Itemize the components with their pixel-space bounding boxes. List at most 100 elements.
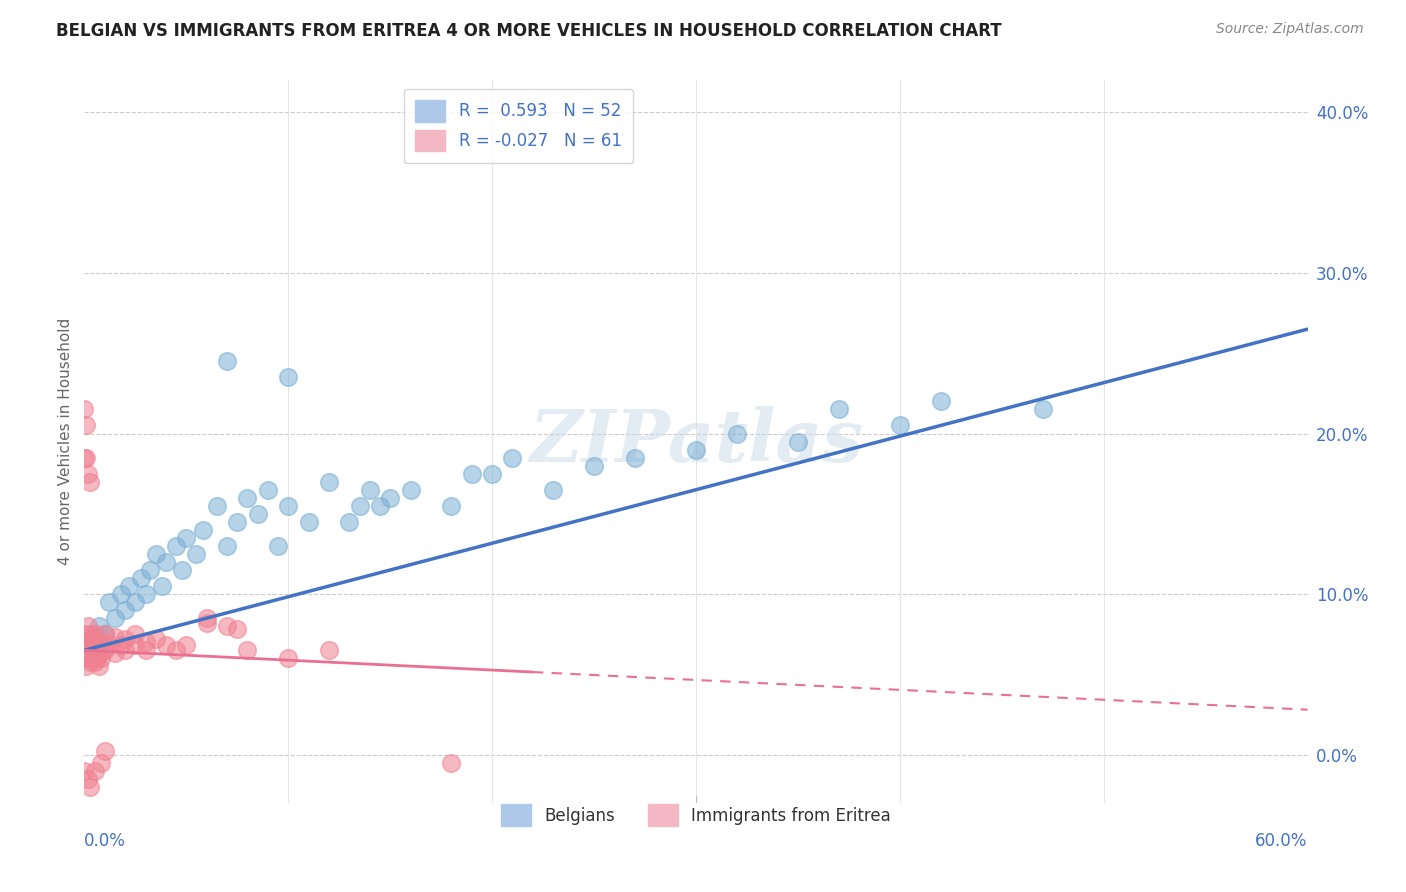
- Point: [114, 603, 136, 617]
- Text: 60.0%: 60.0%: [1256, 831, 1308, 850]
- Point: [298, 515, 321, 529]
- Point: [725, 426, 748, 441]
- Point: [75, 659, 97, 673]
- Point: [86, 635, 108, 649]
- Point: [97, 639, 120, 653]
- Point: [174, 639, 197, 653]
- Point: [114, 643, 136, 657]
- Point: [86, 651, 108, 665]
- Point: [79, 627, 101, 641]
- Point: [114, 632, 136, 646]
- Point: [277, 370, 299, 384]
- Point: [93, 627, 115, 641]
- Point: [93, 627, 115, 641]
- Point: [135, 587, 157, 601]
- Point: [583, 458, 606, 473]
- Point: [79, 780, 101, 794]
- Point: [246, 507, 269, 521]
- Point: [155, 555, 177, 569]
- Point: [77, 635, 100, 649]
- Point: [236, 491, 259, 505]
- Point: [73, 651, 96, 665]
- Point: [77, 467, 100, 481]
- Text: BELGIAN VS IMMIGRANTS FROM ERITREA 4 OR MORE VEHICLES IN HOUSEHOLD CORRELATION C: BELGIAN VS IMMIGRANTS FROM ERITREA 4 OR …: [56, 22, 1002, 40]
- Point: [83, 764, 105, 778]
- Point: [83, 639, 105, 653]
- Point: [236, 643, 259, 657]
- Text: ZIPatlas: ZIPatlas: [529, 406, 863, 477]
- Text: Source: ZipAtlas.com: Source: ZipAtlas.com: [1216, 22, 1364, 37]
- Point: [79, 475, 101, 489]
- Point: [110, 587, 132, 601]
- Point: [73, 402, 96, 417]
- Point: [889, 418, 911, 433]
- Point: [83, 655, 105, 669]
- Point: [191, 523, 214, 537]
- Point: [205, 499, 228, 513]
- Point: [440, 756, 463, 770]
- Point: [481, 467, 503, 481]
- Point: [91, 643, 114, 657]
- Point: [90, 756, 112, 770]
- Point: [124, 595, 146, 609]
- Point: [186, 547, 208, 561]
- Point: [145, 632, 167, 646]
- Text: 0.0%: 0.0%: [84, 831, 127, 850]
- Point: [77, 619, 100, 633]
- Point: [461, 467, 484, 481]
- Point: [226, 623, 249, 637]
- Point: [104, 647, 127, 661]
- Point: [90, 651, 112, 665]
- Point: [399, 483, 422, 497]
- Point: [787, 434, 810, 449]
- Point: [217, 619, 239, 633]
- Point: [828, 402, 851, 417]
- Point: [502, 450, 524, 465]
- Point: [339, 515, 361, 529]
- Point: [73, 450, 96, 465]
- Point: [440, 499, 463, 513]
- Point: [75, 627, 97, 641]
- Point: [155, 639, 177, 653]
- Point: [75, 418, 97, 433]
- Point: [87, 659, 110, 673]
- Point: [217, 354, 239, 368]
- Point: [93, 643, 115, 657]
- Point: [165, 539, 187, 553]
- Point: [79, 655, 101, 669]
- Point: [97, 595, 120, 609]
- Point: [124, 639, 146, 653]
- Point: [75, 450, 97, 465]
- Point: [165, 643, 187, 657]
- Point: [87, 643, 110, 657]
- Point: [73, 635, 96, 649]
- Point: [73, 764, 96, 778]
- Point: [135, 635, 157, 649]
- Point: [257, 483, 280, 497]
- Point: [138, 563, 160, 577]
- Point: [79, 639, 101, 653]
- Point: [83, 627, 105, 641]
- Point: [380, 491, 402, 505]
- Point: [359, 483, 381, 497]
- Point: [267, 539, 290, 553]
- Point: [318, 475, 340, 489]
- Point: [368, 499, 391, 513]
- Point: [349, 499, 371, 513]
- Point: [104, 611, 127, 625]
- Y-axis label: 4 or more Vehicles in Household: 4 or more Vehicles in Household: [58, 318, 73, 566]
- Point: [195, 615, 218, 630]
- Point: [82, 632, 104, 646]
- Point: [195, 611, 218, 625]
- Point: [318, 643, 340, 657]
- Legend: Belgians, Immigrants from Eritrea: Belgians, Immigrants from Eritrea: [492, 797, 900, 834]
- Point: [172, 563, 194, 577]
- Point: [75, 643, 97, 657]
- Point: [1032, 402, 1054, 417]
- Point: [90, 635, 112, 649]
- Point: [104, 631, 127, 645]
- Point: [624, 450, 647, 465]
- Point: [929, 394, 952, 409]
- Point: [226, 515, 249, 529]
- Point: [83, 643, 105, 657]
